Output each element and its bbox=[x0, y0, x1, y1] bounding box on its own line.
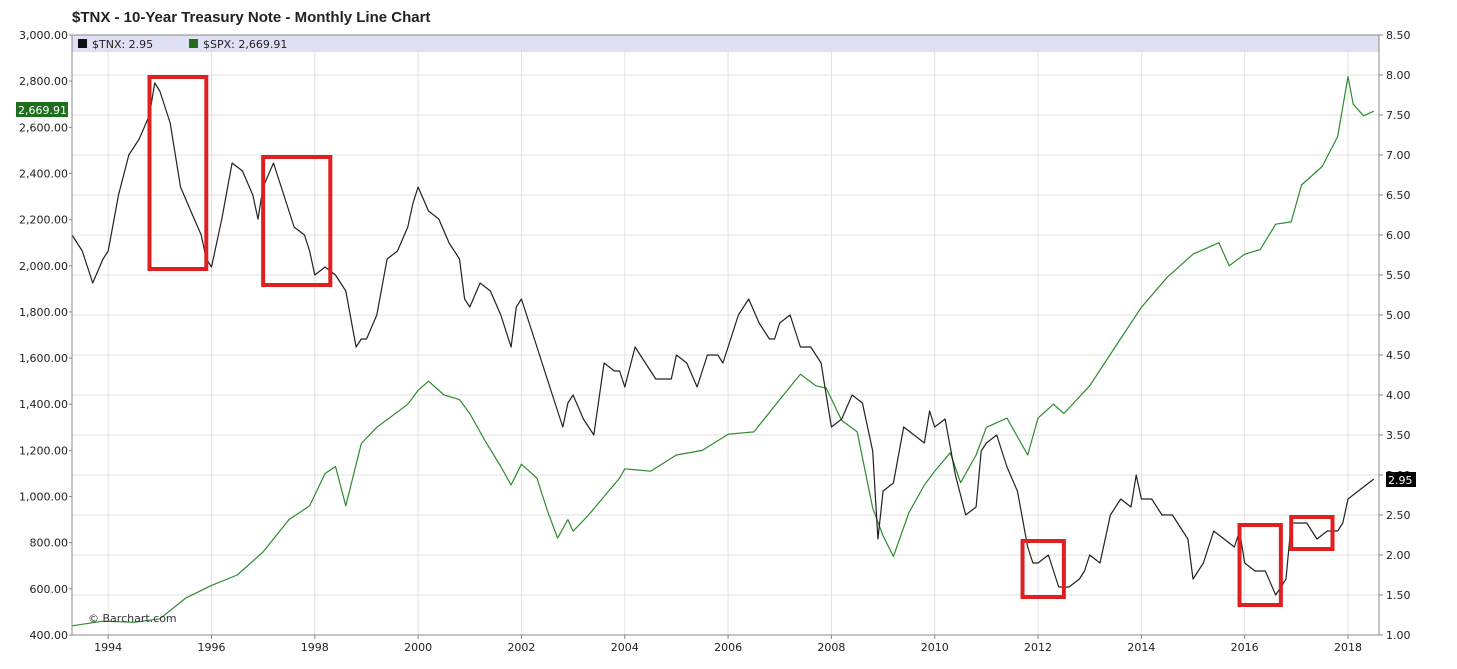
right-tick-label: 6.50 bbox=[1386, 189, 1411, 202]
right-tick-label: 4.00 bbox=[1386, 389, 1411, 402]
spx-last-value: 2,669.91 bbox=[18, 104, 67, 117]
left-y-axis: 3,000.00 2,800.00 2,600.00 2,400.00 2,200.00… bbox=[19, 29, 72, 642]
right-tick-label: 7.00 bbox=[1386, 149, 1411, 162]
left-tick-label: 1,200.00 bbox=[19, 444, 68, 457]
chart-credit: © Barchart.com bbox=[88, 612, 177, 625]
left-tick-label: 1,600.00 bbox=[19, 352, 68, 365]
highlight-rectangle bbox=[1289, 515, 1335, 551]
left-tick-label: 2,600.00 bbox=[19, 121, 68, 134]
chart-title: $TNX - 10-Year Treasury Note - Monthly L… bbox=[72, 9, 431, 26]
x-tick-label: 2010 bbox=[921, 641, 949, 654]
right-tick-label: 1.00 bbox=[1386, 629, 1411, 642]
x-tick-label: 1994 bbox=[94, 641, 122, 654]
right-tick-label: 5.00 bbox=[1386, 309, 1411, 322]
left-tick-label: 3,000.00 bbox=[19, 29, 68, 42]
legend-band bbox=[72, 35, 1379, 52]
legend-swatch-spx bbox=[189, 39, 198, 48]
right-tick-label: 6.00 bbox=[1386, 229, 1411, 242]
legend-swatch-tnx bbox=[78, 39, 87, 48]
left-tick-label: 800.00 bbox=[30, 537, 69, 550]
highlight-rectangle bbox=[1237, 523, 1283, 607]
x-tick-label: 1996 bbox=[197, 641, 225, 654]
x-tick-label: 2002 bbox=[507, 641, 535, 654]
x-tick-label: 1998 bbox=[301, 641, 329, 654]
left-tick-label: 1,800.00 bbox=[19, 306, 68, 319]
right-tick-label: 4.50 bbox=[1386, 349, 1411, 362]
x-axis: 1994 1996 1998 2000 2002 2004 2006 2008 2010 2012… bbox=[94, 635, 1362, 654]
x-tick-label: 2000 bbox=[404, 641, 432, 654]
left-tick-label: 2,800.00 bbox=[19, 75, 68, 88]
right-tick-label: 2.50 bbox=[1386, 509, 1411, 522]
left-tick-label: 400.00 bbox=[30, 629, 69, 642]
tnx-last-value-badge: 2.95 bbox=[1386, 472, 1416, 487]
legend-entry-spx: $SPX: 2,669.91 bbox=[203, 38, 287, 51]
highlight-rectangle bbox=[261, 155, 333, 287]
left-tick-label: 1,400.00 bbox=[19, 398, 68, 411]
right-tick-label: 1.50 bbox=[1386, 589, 1411, 602]
right-tick-label: 8.00 bbox=[1386, 69, 1411, 82]
left-tick-label: 1,000.00 bbox=[19, 491, 68, 504]
left-tick-label: 2,200.00 bbox=[19, 214, 68, 227]
x-tick-label: 2018 bbox=[1334, 641, 1362, 654]
x-tick-label: 2008 bbox=[817, 641, 845, 654]
spx-last-value-badge: 2,669.91 bbox=[16, 102, 68, 117]
x-tick-label: 2004 bbox=[611, 641, 639, 654]
left-tick-label: 600.00 bbox=[30, 583, 69, 596]
annotation-layer bbox=[147, 75, 1335, 607]
left-tick-label: 2,000.00 bbox=[19, 260, 68, 273]
highlight-rectangle bbox=[147, 75, 209, 271]
x-tick-label: 2016 bbox=[1231, 641, 1259, 654]
tnx-last-value: 2.95 bbox=[1388, 474, 1413, 487]
tnx-series-line bbox=[71, 82, 1375, 596]
plot-background bbox=[72, 35, 1379, 635]
x-tick-label: 2006 bbox=[714, 641, 742, 654]
right-tick-label: 8.50 bbox=[1386, 29, 1411, 42]
right-tick-label: 7.50 bbox=[1386, 109, 1411, 122]
x-tick-label: 2014 bbox=[1127, 641, 1155, 654]
right-tick-label: 3.50 bbox=[1386, 429, 1411, 442]
right-tick-label: 2.00 bbox=[1386, 549, 1411, 562]
legend: $TNX: 2.95 $SPX: 2,669.91 bbox=[78, 38, 287, 51]
x-tick-label: 2012 bbox=[1024, 641, 1052, 654]
spx-series-line bbox=[71, 75, 1375, 627]
left-tick-label: 2,400.00 bbox=[19, 167, 68, 180]
right-tick-label: 5.50 bbox=[1386, 269, 1411, 282]
plot-frame bbox=[71, 34, 1380, 636]
legend-entry-tnx: $TNX: 2.95 bbox=[92, 38, 153, 51]
highlight-rectangle bbox=[1020, 539, 1066, 599]
right-y-axis: 8.50 8.00 7.50 7.00 6.50 6.00 5.50 5.00 4.50 4.00… bbox=[1379, 29, 1411, 642]
series-layer bbox=[71, 75, 1375, 627]
